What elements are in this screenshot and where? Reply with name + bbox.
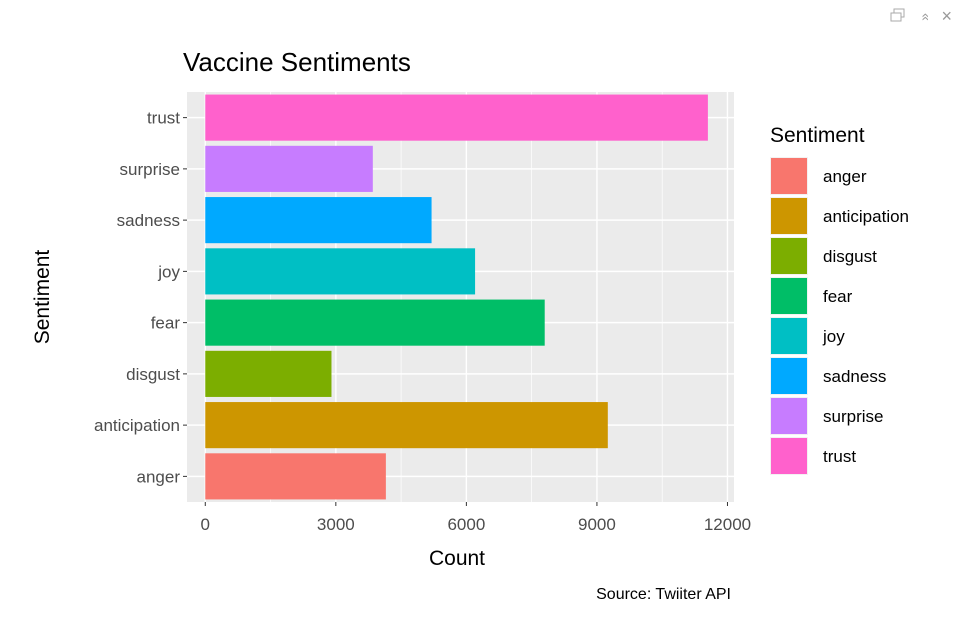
bar-sadness xyxy=(205,197,432,244)
x-tick-label: 12000 xyxy=(704,515,751,534)
legend-swatch-sadness xyxy=(771,358,807,394)
bar-surprise xyxy=(205,145,373,192)
x-tick-label: 0 xyxy=(201,515,210,534)
x-tick-label: 6000 xyxy=(447,515,485,534)
legend-swatch-fear xyxy=(771,278,807,314)
bar-joy xyxy=(205,248,476,295)
y-tick-label: anticipation xyxy=(94,416,180,435)
y-tick-label: anger xyxy=(137,467,181,486)
y-tick-label: surprise xyxy=(120,160,180,179)
legend-label: disgust xyxy=(823,247,877,266)
legend-swatch-anger xyxy=(771,158,807,194)
bars xyxy=(205,94,708,500)
bar-disgust xyxy=(205,350,332,397)
bar-trust xyxy=(205,94,708,141)
legend-label: surprise xyxy=(823,407,883,426)
legend-label: anger xyxy=(823,167,867,186)
window-controls: » × xyxy=(890,6,952,27)
legend-label: joy xyxy=(822,327,845,346)
x-axis: 0 3000 6000 9000 12000 xyxy=(201,502,751,534)
legend-swatch-disgust xyxy=(771,238,807,274)
legend-label: fear xyxy=(823,287,853,306)
bar-fear xyxy=(205,299,545,346)
y-tick-label: sadness xyxy=(117,211,180,230)
legend-label: anticipation xyxy=(823,207,909,226)
legend-swatch-surprise xyxy=(771,398,807,434)
legend-label: sadness xyxy=(823,367,886,386)
y-axis-title: Sentiment xyxy=(31,250,54,345)
bar-anticipation xyxy=(205,402,608,449)
x-tick-label: 9000 xyxy=(578,515,616,534)
x-axis-title: Count xyxy=(429,547,485,570)
y-tick-label: fear xyxy=(151,314,181,333)
legend-swatch-trust xyxy=(771,438,807,474)
y-axis: anger anticipation disgust fear joy sadness su… xyxy=(94,109,187,486)
y-tick-label: joy xyxy=(157,262,180,281)
close-icon[interactable]: × xyxy=(941,6,952,26)
x-tick-label: 3000 xyxy=(317,515,355,534)
y-tick-label: trust xyxy=(147,109,180,128)
popout-icon[interactable] xyxy=(890,8,906,25)
legend: Sentiment anger anticipation disgust fear jo… xyxy=(770,124,909,475)
legend-label: trust xyxy=(823,447,856,466)
y-tick-label: disgust xyxy=(126,365,180,384)
legend-title: Sentiment xyxy=(770,124,865,147)
legend-swatch-anticipation xyxy=(771,198,807,234)
legend-swatch-joy xyxy=(771,318,807,354)
source-caption: Source: Twiiter API xyxy=(596,586,731,603)
bar-anger xyxy=(205,453,386,500)
chart-title: Vaccine Sentiments xyxy=(183,47,411,77)
